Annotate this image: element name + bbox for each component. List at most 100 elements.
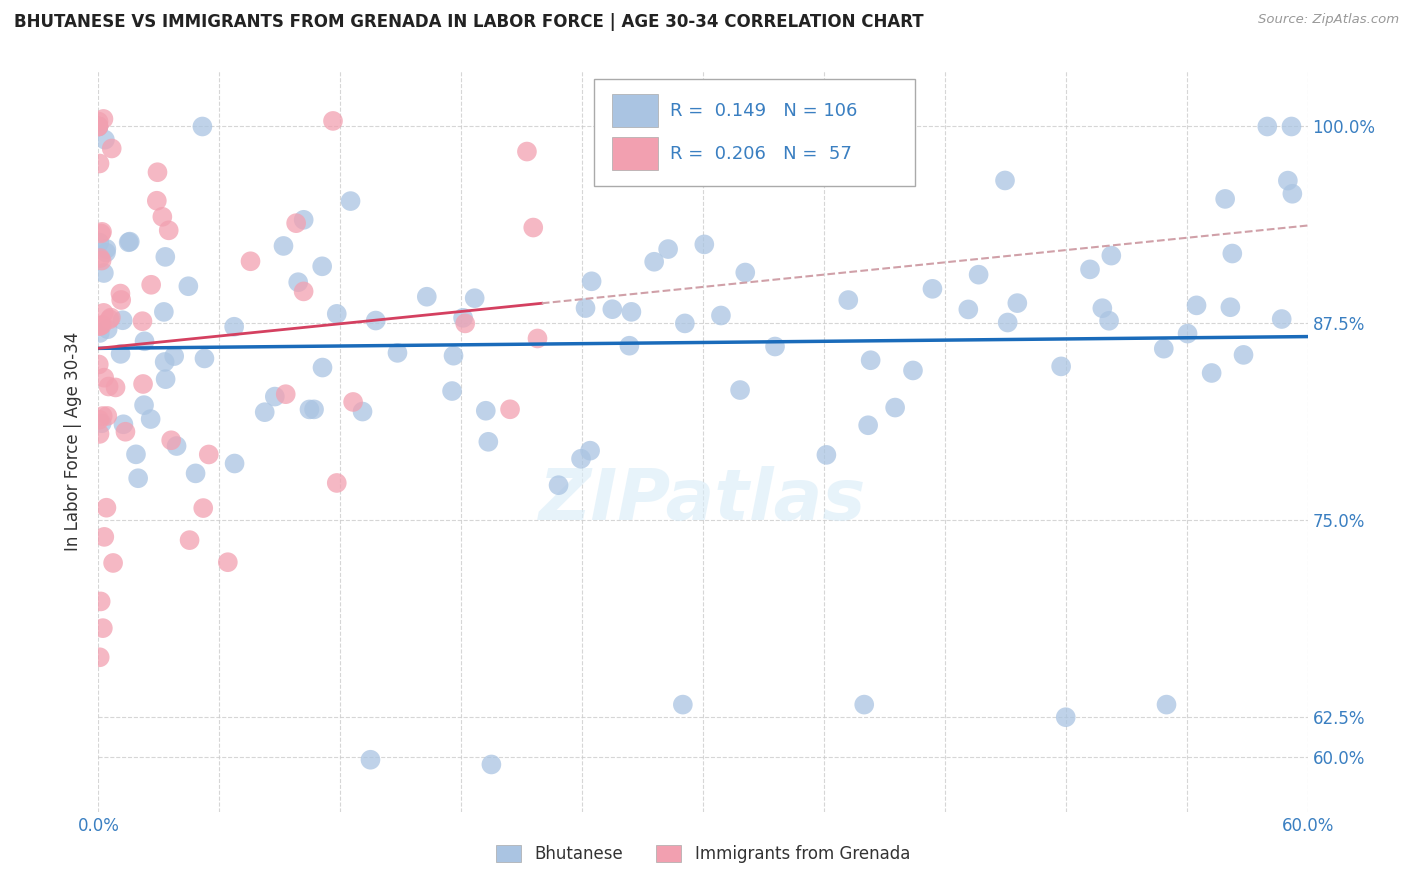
Point <box>94 245 117 260</box>
Point <box>1153 342 1175 356</box>
Point <box>273 239 295 253</box>
Point <box>274 387 297 401</box>
Point <box>89 426 111 441</box>
Point <box>311 260 333 274</box>
Point <box>224 319 246 334</box>
Point <box>322 114 344 128</box>
Point <box>957 302 980 317</box>
Point <box>643 254 665 268</box>
Point <box>292 285 315 299</box>
Point <box>197 447 219 461</box>
Point <box>90 594 112 608</box>
Point <box>87 120 110 134</box>
Text: ZIPatlas: ZIPatlas <box>540 467 866 535</box>
Point <box>132 398 155 412</box>
Point <box>477 434 499 449</box>
Text: BHUTANESE VS IMMIGRANTS FROM GRENADA IN LABOR FORCE | AGE 30-34 CORRELATION CHAR: BHUTANESE VS IMMIGRANTS FROM GRENADA IN … <box>14 13 924 31</box>
Point <box>157 223 180 237</box>
Point <box>416 290 439 304</box>
Point <box>1078 262 1101 277</box>
Point <box>89 318 111 333</box>
Point <box>191 120 214 134</box>
Point <box>302 402 325 417</box>
Point <box>100 310 122 325</box>
Point <box>287 275 309 289</box>
Point <box>91 621 114 635</box>
Point <box>98 312 121 326</box>
Text: R =  0.149   N = 106: R = 0.149 N = 106 <box>671 102 858 120</box>
Point <box>89 326 111 340</box>
Point <box>163 349 186 363</box>
Point <box>1156 698 1178 712</box>
Point <box>994 173 1017 187</box>
Point <box>141 277 163 292</box>
Point <box>311 360 333 375</box>
Point <box>89 650 111 665</box>
Point <box>859 353 882 368</box>
Point <box>673 317 696 331</box>
Point <box>443 349 465 363</box>
Y-axis label: In Labor Force | Age 30-34: In Labor Force | Age 30-34 <box>65 332 83 551</box>
Point <box>454 317 477 331</box>
Point <box>89 413 111 427</box>
Point <box>451 310 474 325</box>
Point <box>1054 710 1077 724</box>
Point <box>90 253 112 268</box>
Point <box>93 530 115 544</box>
Point <box>253 405 276 419</box>
Point <box>179 533 201 548</box>
Point <box>579 443 602 458</box>
FancyBboxPatch shape <box>613 136 658 169</box>
Point <box>150 210 173 224</box>
Point <box>87 114 110 128</box>
Point <box>921 282 943 296</box>
Point <box>763 339 786 353</box>
Point <box>96 500 118 515</box>
Point <box>1232 348 1254 362</box>
Point <box>93 266 115 280</box>
Point <box>153 355 176 369</box>
Point <box>574 301 596 315</box>
Point <box>693 237 716 252</box>
Point <box>110 347 132 361</box>
Point <box>360 753 382 767</box>
Point <box>177 279 200 293</box>
Point <box>239 254 262 268</box>
Point <box>166 439 188 453</box>
Point <box>111 313 134 327</box>
Point <box>125 447 148 461</box>
Point <box>1099 249 1122 263</box>
Point <box>600 302 623 317</box>
Point <box>89 251 111 265</box>
Point <box>499 402 522 417</box>
Point <box>734 266 756 280</box>
Point <box>118 235 141 249</box>
Point <box>1281 186 1303 201</box>
Point <box>96 409 118 423</box>
Point <box>155 250 177 264</box>
Point <box>93 370 115 384</box>
Point <box>217 555 239 569</box>
Point <box>193 501 215 516</box>
Point <box>364 313 387 327</box>
Point <box>89 235 111 250</box>
FancyBboxPatch shape <box>595 78 915 186</box>
Point <box>1091 301 1114 316</box>
Point <box>127 471 149 485</box>
Point <box>1277 173 1299 187</box>
Point <box>110 293 132 307</box>
Point <box>87 120 110 134</box>
FancyBboxPatch shape <box>613 94 658 127</box>
Point <box>153 305 176 319</box>
Point <box>837 293 859 307</box>
Point <box>160 434 183 448</box>
Point <box>263 390 285 404</box>
Point <box>657 242 679 256</box>
Point <box>1098 314 1121 328</box>
Point <box>856 418 879 433</box>
Point <box>155 372 177 386</box>
Point <box>139 412 162 426</box>
Point <box>89 156 111 170</box>
Point <box>619 339 641 353</box>
Point <box>298 402 321 417</box>
